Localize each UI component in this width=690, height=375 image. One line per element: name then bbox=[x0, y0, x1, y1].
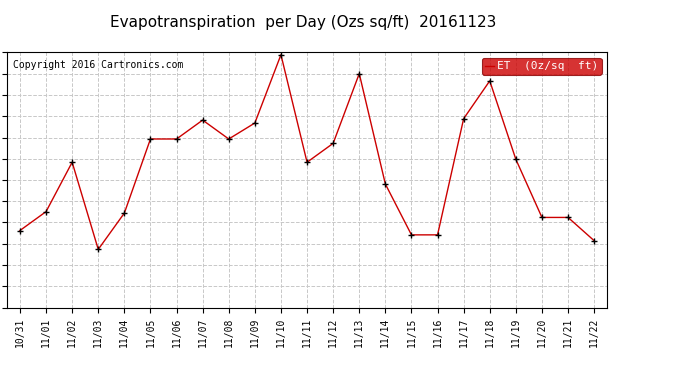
Text: Evapotranspiration  per Day (Ozs sq/ft)  20161123: Evapotranspiration per Day (Ozs sq/ft) 2… bbox=[110, 15, 497, 30]
Text: Copyright 2016 Cartronics.com: Copyright 2016 Cartronics.com bbox=[13, 60, 184, 70]
Legend: ET  (0z/sq  ft): ET (0z/sq ft) bbox=[482, 58, 602, 75]
